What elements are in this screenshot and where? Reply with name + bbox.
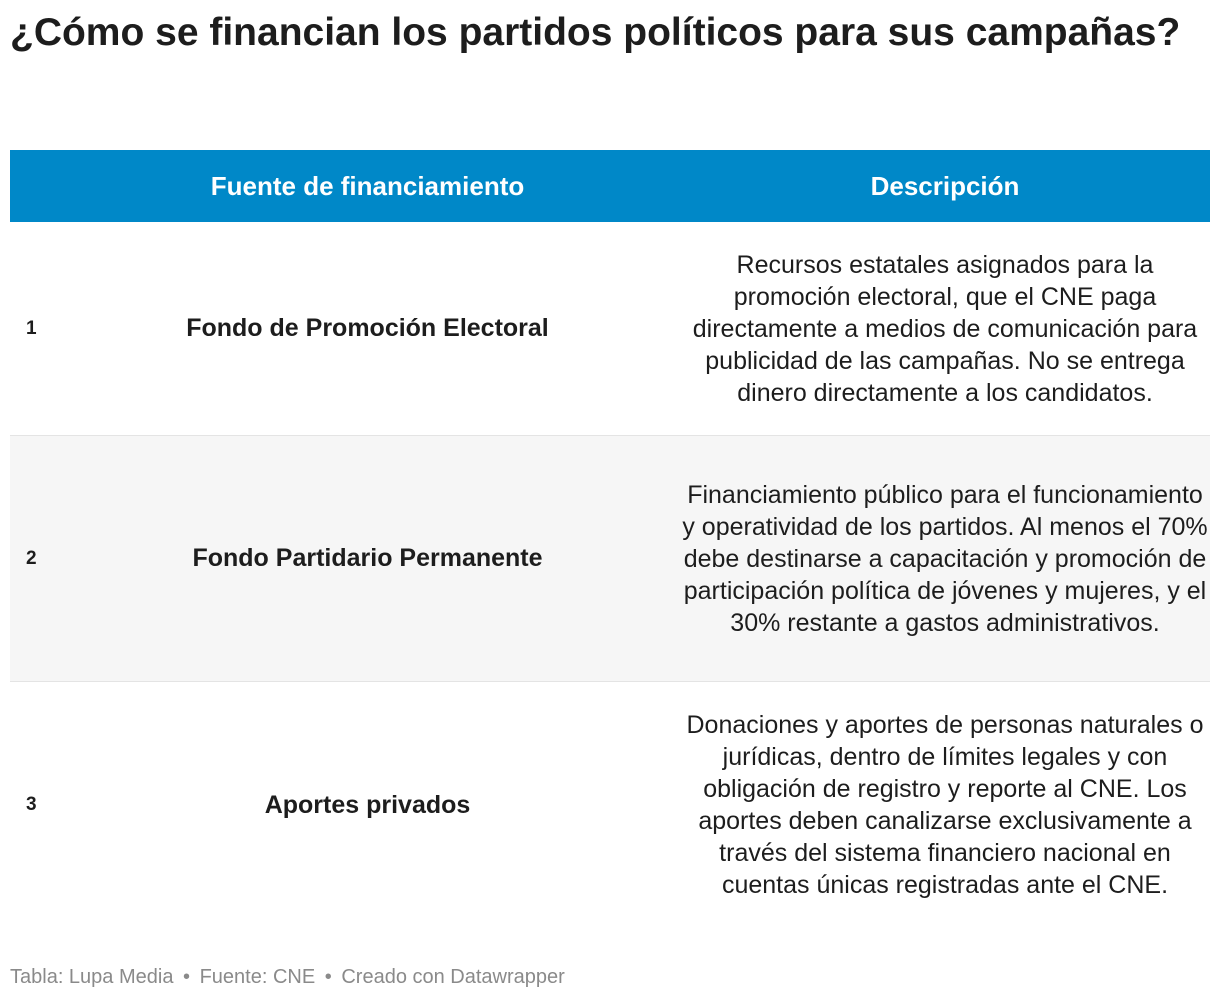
row-source: Aportes privados <box>264 790 471 819</box>
row-description: Recursos estatales asignados para la pro… <box>692 250 1198 407</box>
row-description: Financiamiento público para el funcionam… <box>682 480 1208 637</box>
row-number: 2 <box>26 547 37 569</box>
column-header-description: Descripción <box>870 170 1020 201</box>
table-row: 3 Aportes privados Donaciones y aportes … <box>10 682 1210 928</box>
table-row: 1 Fondo de Promoción Electoral Recursos … <box>10 222 1210 436</box>
table-row: 2 Fondo Partidario Permanente Financiami… <box>10 436 1210 682</box>
datawrapper-link[interactable]: Creado con Datawrapper <box>341 966 565 988</box>
column-header-source: Fuente de financiamiento <box>210 170 525 201</box>
row-description: Donaciones y aportes de personas natural… <box>686 711 1204 899</box>
footer-notes: Tabla: Lupa Media • Fuente: CNE • Creado… <box>10 966 565 989</box>
row-source: Fondo de Promoción Electoral <box>186 314 549 342</box>
row-number: 3 <box>26 794 37 815</box>
footer-separator: • <box>183 966 191 988</box>
table-credit: Tabla: Lupa Media <box>10 966 174 988</box>
source-note: Fuente: CNE <box>199 966 316 988</box>
financing-table: Fuente de financiamiento Descripción 1 F… <box>10 150 1210 928</box>
table-header: Fuente de financiamiento Descripción <box>10 150 1210 222</box>
row-source: Fondo Partidario Permanente <box>192 544 543 572</box>
page-title: ¿Cómo se financian los partidos político… <box>10 11 1181 54</box>
row-number: 1 <box>26 317 37 339</box>
footer-separator: • <box>324 966 332 988</box>
